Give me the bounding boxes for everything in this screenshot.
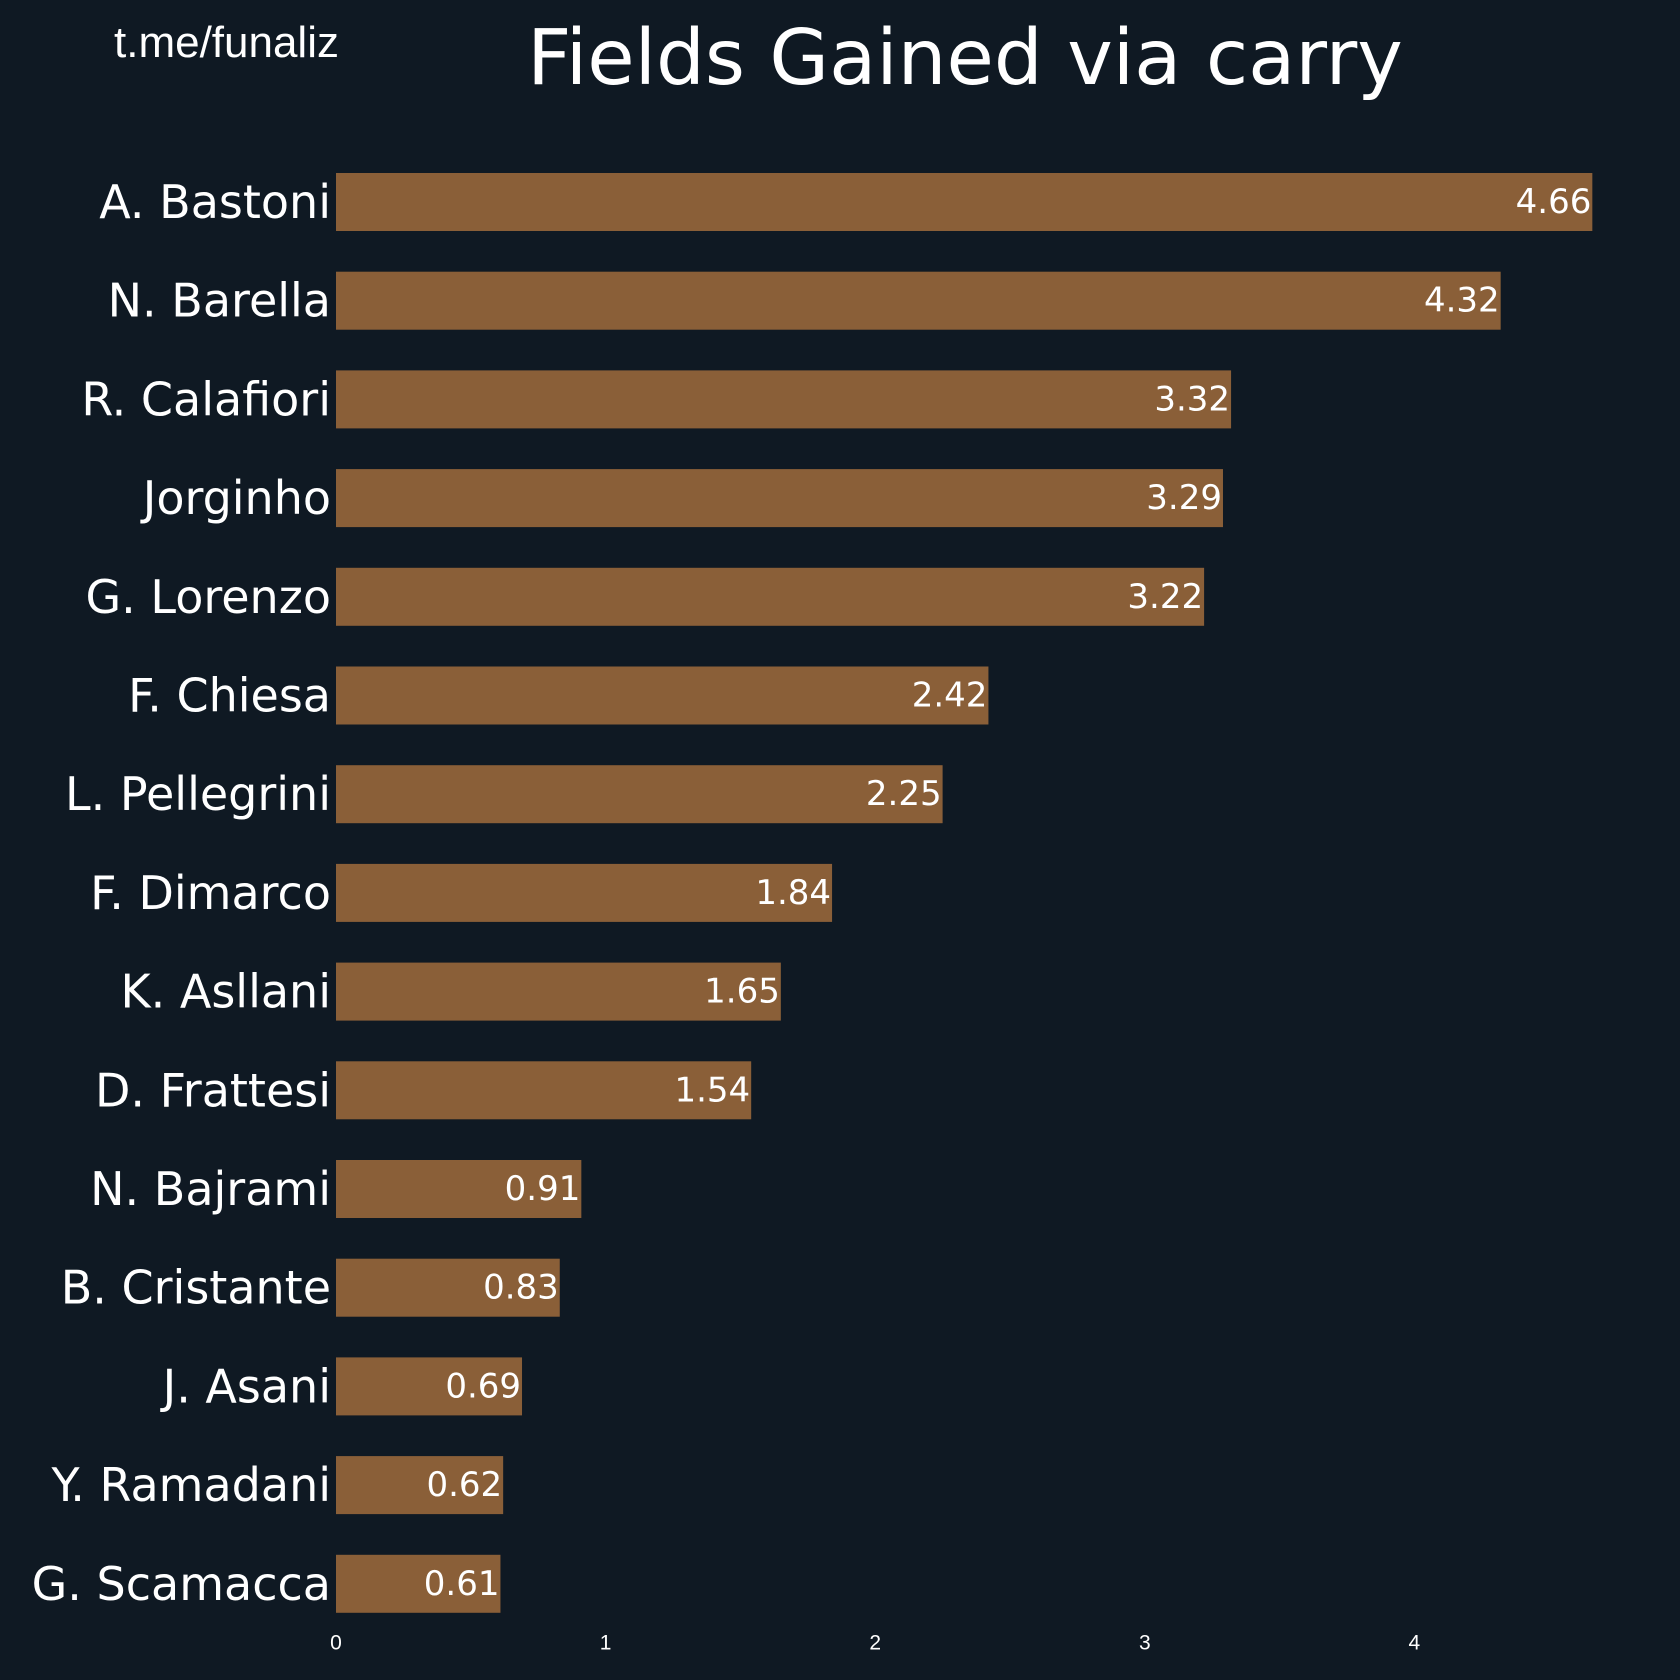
value-label: 0.69	[445, 1366, 521, 1406]
bar	[336, 1258, 560, 1317]
x-tick-label: 4	[1409, 1632, 1421, 1655]
value-label: 1.54	[674, 1070, 750, 1110]
category-label: K. Asllani	[120, 965, 331, 1019]
x-tick-label: 3	[1139, 1632, 1151, 1655]
category-label: D. Frattesi	[95, 1063, 331, 1117]
category-label: R. Calafiori	[81, 372, 331, 426]
category-label: L. Pellegrini	[65, 767, 331, 821]
bar	[336, 863, 833, 922]
value-label: 3.29	[1146, 478, 1222, 518]
value-label: 0.62	[426, 1465, 502, 1505]
x-tick-label: 2	[869, 1632, 881, 1655]
category-label: F. Chiesa	[128, 669, 331, 723]
value-label: 0.83	[483, 1268, 559, 1308]
bar	[336, 1456, 504, 1515]
bar	[336, 1554, 501, 1613]
value-label: 3.32	[1154, 379, 1230, 419]
value-label: 4.66	[1516, 182, 1592, 222]
category-label: Jorginho	[140, 471, 331, 525]
category-label: J. Asani	[160, 1359, 331, 1413]
category-label: Y. Ramadani	[51, 1458, 331, 1512]
category-label: B. Cristante	[61, 1261, 331, 1315]
bar	[336, 1160, 582, 1218]
bar	[336, 1357, 523, 1416]
value-label: 3.22	[1127, 577, 1203, 617]
value-label: 1.84	[755, 873, 831, 913]
x-tick-label: 0	[330, 1632, 342, 1655]
value-label: 0.61	[424, 1564, 500, 1604]
value-label: 0.91	[505, 1169, 581, 1209]
category-label: G. Scamacca	[32, 1557, 331, 1611]
chart-title: Fields Gained via carry	[527, 14, 1403, 103]
category-label: N. Barella	[108, 274, 331, 328]
value-label: 2.42	[912, 676, 988, 716]
category-label: F. Dimarco	[90, 866, 331, 920]
bar	[336, 962, 781, 1021]
category-label: A. Bastoni	[99, 175, 331, 229]
bar	[336, 567, 1205, 626]
bar	[336, 173, 1593, 231]
x-tick-label: 1	[600, 1632, 612, 1655]
bar	[336, 1061, 752, 1120]
bar	[336, 765, 943, 824]
value-label: 2.25	[866, 774, 942, 814]
bar	[336, 370, 1232, 429]
value-label: 1.65	[704, 972, 780, 1012]
value-label: 4.32	[1424, 281, 1500, 321]
bar	[336, 469, 1223, 528]
bar	[336, 666, 989, 725]
category-label: N. Bajrami	[90, 1162, 331, 1216]
bar	[336, 271, 1501, 330]
category-label: G. Lorenzo	[86, 570, 332, 624]
watermark: t.me/funaliz	[114, 18, 339, 67]
